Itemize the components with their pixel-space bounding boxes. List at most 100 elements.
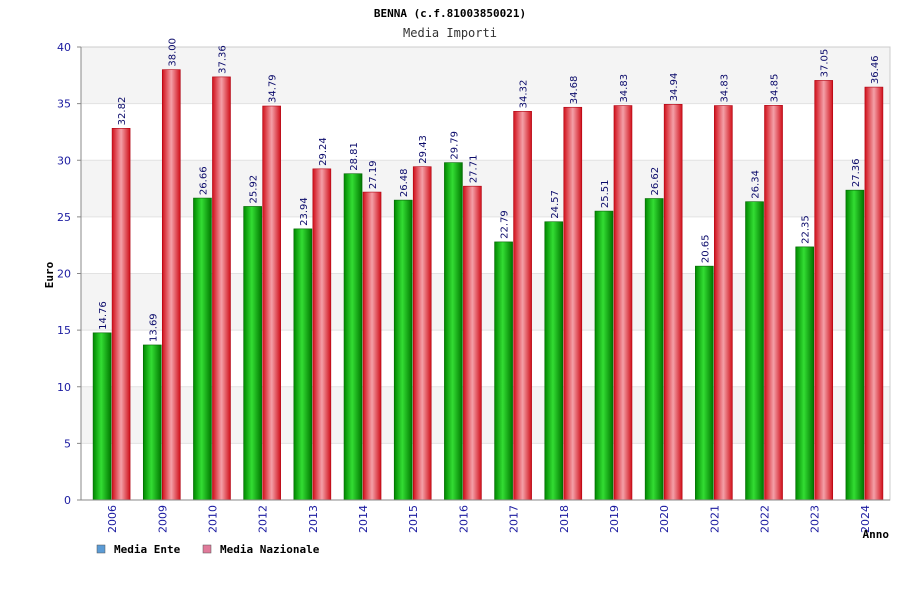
bar xyxy=(745,201,764,501)
x-tick-label: 2023 xyxy=(809,505,822,533)
y-tick-label: 0 xyxy=(64,494,71,507)
bar xyxy=(444,162,463,501)
data-label: 37.36 xyxy=(217,45,228,74)
data-labels: 14.76 32.82 13.69 38.00 26.66 37.36 25.92 34.79… xyxy=(98,38,881,342)
legend-swatch-media-ente xyxy=(96,544,106,554)
bar xyxy=(412,166,432,501)
data-label: 29.79 xyxy=(449,131,460,160)
data-label: 36.46 xyxy=(870,55,881,84)
x-tick-label: 2014 xyxy=(357,505,370,533)
y-tick-label: 5 xyxy=(64,437,71,450)
y-axis: 0 5 10 15 20 25 30 35 40 xyxy=(57,41,82,507)
bar xyxy=(463,185,482,501)
data-label: 23.94 xyxy=(299,197,310,226)
bar xyxy=(293,228,313,501)
y-axis-label: Euro xyxy=(43,261,56,288)
bar xyxy=(343,173,363,501)
legend-swatch-media-nazionale xyxy=(202,544,212,554)
data-label: 34.85 xyxy=(770,74,781,103)
data-label: 34.83 xyxy=(719,74,730,103)
bars xyxy=(92,69,884,501)
bar xyxy=(92,332,112,501)
chart-subtitle: Media Importi xyxy=(403,26,497,40)
data-label: 20.65 xyxy=(700,234,711,263)
data-label: 32.82 xyxy=(117,97,128,126)
data-label: 38.00 xyxy=(167,38,178,67)
data-label: 25.92 xyxy=(249,175,260,204)
data-label: 34.32 xyxy=(519,80,530,109)
bar xyxy=(594,210,614,501)
data-label: 29.24 xyxy=(318,137,329,166)
x-tick-label: 2012 xyxy=(257,505,270,533)
data-label: 26.48 xyxy=(399,168,410,197)
data-label: 27.19 xyxy=(368,160,379,189)
data-label: 34.68 xyxy=(569,76,580,105)
bar xyxy=(513,111,532,501)
bar xyxy=(845,189,865,501)
x-axis: 2006 2009 2010 2012 2013 2014 2015 2016 2017 2018… xyxy=(81,499,890,533)
data-label: 26.66 xyxy=(198,166,209,195)
x-tick-label: 2017 xyxy=(508,505,521,533)
bar xyxy=(494,241,513,501)
bar xyxy=(795,246,815,501)
data-label: 22.79 xyxy=(500,210,511,239)
bar xyxy=(563,106,583,501)
bar xyxy=(142,344,162,501)
y-tick-label: 25 xyxy=(57,211,71,224)
chart-title: BENNA (c.f.81003850021) xyxy=(374,7,526,20)
bar xyxy=(312,168,332,501)
x-tick-label: 2010 xyxy=(206,505,219,533)
bar xyxy=(864,86,884,501)
x-tick-label: 2015 xyxy=(407,505,420,533)
y-tick-label: 40 xyxy=(57,41,71,54)
bar xyxy=(212,76,231,501)
bar xyxy=(644,198,664,501)
y-tick-label: 10 xyxy=(57,381,71,394)
legend: Media Ente Media Nazionale xyxy=(96,543,320,556)
x-tick-label: 2016 xyxy=(457,505,470,533)
data-label: 24.57 xyxy=(550,190,561,219)
data-label: 27.71 xyxy=(468,155,479,184)
data-label: 37.05 xyxy=(820,49,831,78)
data-label: 26.34 xyxy=(751,170,762,199)
bar xyxy=(764,105,783,501)
y-tick-label: 20 xyxy=(57,268,71,281)
data-label: 34.79 xyxy=(268,74,279,103)
legend-label-media-nazionale: Media Nazionale xyxy=(220,543,320,556)
bar xyxy=(544,221,564,501)
bar xyxy=(262,105,281,501)
data-label: 22.35 xyxy=(801,215,812,244)
x-tick-label: 2006 xyxy=(106,505,119,533)
data-label: 34.94 xyxy=(669,73,680,102)
x-axis-label: Anno xyxy=(863,528,890,541)
data-label: 26.62 xyxy=(650,167,661,196)
bar xyxy=(714,105,733,501)
data-label: 28.81 xyxy=(349,142,360,171)
bar xyxy=(695,265,714,501)
bar xyxy=(613,105,633,501)
data-label: 29.43 xyxy=(418,135,429,164)
data-label: 14.76 xyxy=(98,301,109,330)
x-tick-label: 2022 xyxy=(759,505,772,533)
legend-label-media-ente: Media Ente xyxy=(114,543,181,556)
x-tick-label: 2020 xyxy=(658,505,671,533)
bar xyxy=(193,197,212,501)
y-tick-label: 35 xyxy=(57,98,71,111)
bar xyxy=(161,69,181,501)
bar xyxy=(814,80,834,501)
bar xyxy=(362,191,382,501)
bar xyxy=(393,199,413,501)
y-tick-label: 15 xyxy=(57,324,71,337)
bar xyxy=(111,128,131,501)
bar xyxy=(663,104,683,501)
x-tick-label: 2013 xyxy=(307,505,320,533)
data-label: 34.83 xyxy=(619,74,630,103)
x-tick-label: 2019 xyxy=(608,505,621,533)
x-tick-label: 2009 xyxy=(156,505,169,533)
x-tick-label: 2024 xyxy=(859,505,872,533)
bar xyxy=(243,206,262,501)
data-label: 25.51 xyxy=(600,179,611,208)
y-tick-label: 30 xyxy=(57,154,71,167)
x-tick-label: 2018 xyxy=(558,505,571,533)
